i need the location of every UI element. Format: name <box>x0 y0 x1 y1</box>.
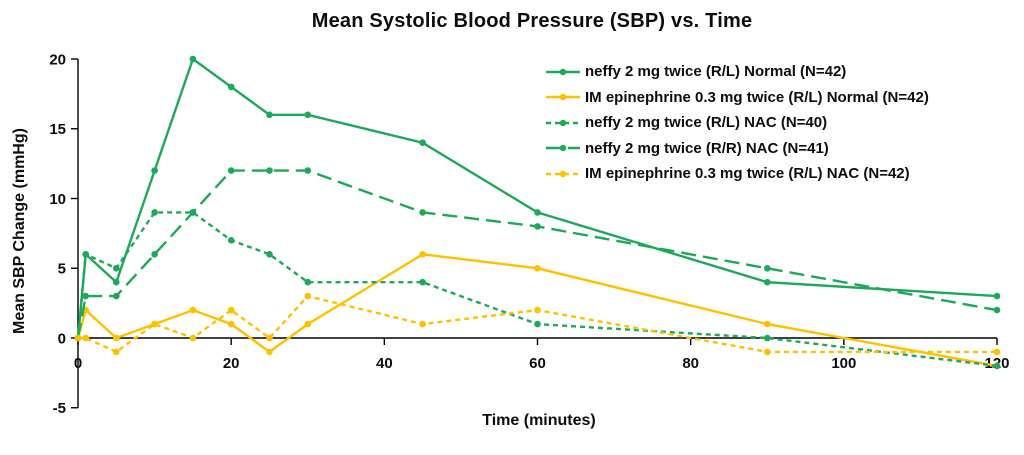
legend-item-4: IM epinephrine 0.3 mg twice (R/L) NAC (N… <box>545 161 929 187</box>
legend-swatch-icon <box>546 119 580 126</box>
series-line-3 <box>76 169 998 339</box>
series-marker-4 <box>82 334 89 342</box>
series-marker-0 <box>764 278 771 286</box>
series-marker-0 <box>113 278 120 286</box>
legend-item-3: neffy 2 mg twice (R/R) NAC (N=41) <box>545 136 929 162</box>
series-marker-1 <box>764 320 771 328</box>
series-marker-3 <box>151 251 158 258</box>
legend-item-2: neffy 2 mg twice (R/L) NAC (N=40) <box>545 110 929 136</box>
series-marker-1 <box>113 334 120 342</box>
series-marker-1 <box>534 265 541 272</box>
x-tick-label: 20 <box>223 355 240 372</box>
series-line-2 <box>76 211 998 368</box>
x-axis-title: Time (minutes) <box>482 412 596 429</box>
series-marker-4 <box>764 348 771 356</box>
y-tick-label: 0 <box>58 330 66 347</box>
y-tick-label: 5 <box>58 261 66 278</box>
series-marker-4 <box>113 348 120 356</box>
series-marker-2 <box>82 251 89 258</box>
legend-item-1: IM epinephrine 0.3 mg twice (R/L) Normal… <box>545 85 929 111</box>
series-marker-2 <box>419 278 426 286</box>
series-marker-3 <box>764 265 771 272</box>
series-marker-3 <box>266 167 273 174</box>
y-tick-label: 10 <box>49 191 66 208</box>
y-axis-title: Mean SBP Change (mmHg) <box>11 128 28 334</box>
series-marker-4 <box>266 334 273 342</box>
series-marker-3 <box>82 292 89 300</box>
legend-label: neffy 2 mg twice (R/L) NAC (N=40) <box>585 114 828 132</box>
series-marker-1 <box>227 320 235 328</box>
series-marker-0 <box>189 55 197 63</box>
series-marker-3 <box>534 223 541 230</box>
series-marker-4 <box>993 348 1001 356</box>
legend-label: IM epinephrine 0.3 mg twice (R/L) Normal… <box>585 88 929 106</box>
series-marker-0 <box>534 209 541 216</box>
series-marker-3 <box>419 209 426 216</box>
series-marker-2 <box>993 362 1001 370</box>
series-marker-2 <box>764 334 771 342</box>
chart-title: Mean Systolic Blood Pressure (SBP) vs. T… <box>311 10 753 32</box>
series-marker-1 <box>189 306 197 314</box>
series-marker-2 <box>266 251 273 258</box>
series-marker-0 <box>151 167 158 174</box>
series-marker-4 <box>419 320 426 328</box>
legend-swatch-icon <box>546 170 580 177</box>
series-marker-3 <box>189 209 197 216</box>
legend-swatch-icon <box>546 145 580 152</box>
series-marker-0 <box>993 292 1001 300</box>
x-tick-label: 80 <box>682 355 699 372</box>
series-marker-4 <box>304 292 312 300</box>
y-tick-label: 15 <box>49 121 66 138</box>
series-marker-2 <box>304 278 312 286</box>
legend-swatch-icon <box>546 68 580 75</box>
series-marker-1 <box>419 251 426 258</box>
series-line-4 <box>78 294 997 354</box>
series-marker-2 <box>151 209 158 216</box>
y-tick-label: -5 <box>53 400 66 417</box>
series-marker-3 <box>304 167 312 174</box>
series-marker-0 <box>266 111 273 119</box>
series-marker-0 <box>419 139 426 146</box>
series-marker-1 <box>304 320 312 328</box>
series-marker-4 <box>74 334 82 342</box>
x-tick-label: 40 <box>376 355 393 372</box>
legend-label: neffy 2 mg twice (R/R) NAC (N=41) <box>585 139 829 157</box>
x-tick-label: 100 <box>831 355 856 372</box>
series-line-0 <box>76 57 998 339</box>
legend-swatch-icon <box>546 94 580 101</box>
series-marker-4 <box>534 306 541 314</box>
series-line-1 <box>76 253 998 368</box>
legend-item-0: neffy 2 mg twice (R/L) Normal (N=42) <box>545 59 929 85</box>
series-marker-2 <box>534 320 541 328</box>
legend-label: neffy 2 mg twice (R/L) Normal (N=42) <box>585 63 847 81</box>
series-marker-0 <box>304 111 312 119</box>
series-marker-2 <box>227 237 235 244</box>
series-marker-2 <box>113 265 120 272</box>
x-tick-label: 60 <box>529 355 546 372</box>
series-marker-4 <box>189 334 197 342</box>
series-marker-3 <box>993 306 1001 314</box>
series-marker-4 <box>151 320 158 328</box>
series-marker-0 <box>227 83 235 91</box>
series-marker-3 <box>227 167 235 174</box>
series-marker-1 <box>266 348 273 356</box>
x-tick-label: 0 <box>74 355 82 372</box>
y-tick-label: 20 <box>49 51 66 68</box>
legend: neffy 2 mg twice (R/L) Normal (N=42) IM e… <box>545 59 929 187</box>
legend-label: IM epinephrine 0.3 mg twice (R/L) NAC (N… <box>585 165 910 183</box>
series-marker-4 <box>227 306 235 314</box>
series-marker-3 <box>113 292 120 300</box>
